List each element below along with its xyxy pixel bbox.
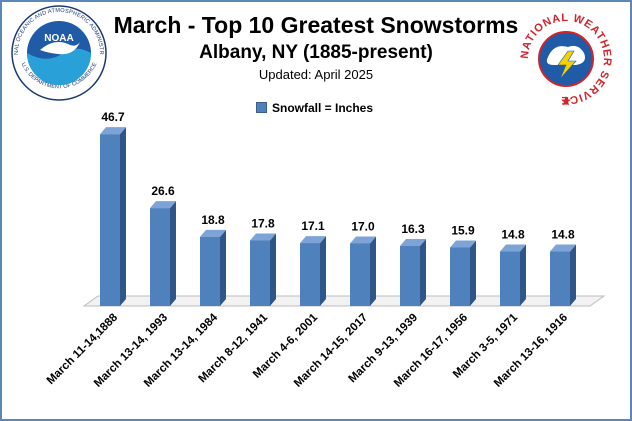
bar-top	[350, 236, 376, 244]
data-label: 16.3	[401, 222, 425, 236]
bar	[350, 243, 370, 306]
bar	[100, 134, 120, 306]
bar-side	[320, 236, 326, 306]
data-label: 17.8	[251, 216, 275, 230]
bar-top	[500, 244, 526, 252]
bar-side	[220, 229, 226, 306]
bar-side	[170, 201, 176, 306]
chart-subtitle: Albany, NY (1885-present)	[199, 42, 433, 63]
updated-text: Updated: April 2025	[258, 67, 374, 82]
data-label: 46.7	[101, 110, 125, 124]
data-label: 14.8	[501, 228, 525, 242]
bar-side	[420, 239, 426, 306]
seagull-icon	[40, 42, 80, 55]
data-label: 18.8	[201, 213, 225, 227]
bar-top	[300, 236, 326, 244]
bar	[300, 243, 320, 306]
bar-side	[520, 244, 526, 306]
bar	[550, 251, 570, 306]
star-icon	[561, 96, 571, 106]
bar	[150, 208, 170, 306]
bar-side	[470, 240, 476, 306]
data-label: 17.1	[301, 219, 325, 233]
bar-top	[100, 127, 126, 135]
bar	[450, 247, 470, 306]
nws-logo: NATIONAL WEATHER SERVICE	[514, 7, 618, 116]
noaa-logo: NATIONAL OCEANIC AND ATMOSPHERIC ADMINIS…	[8, 0, 108, 107]
bar	[500, 251, 520, 306]
noaa-wordmark: NOAA	[44, 33, 73, 44]
data-label: 26.6	[151, 184, 175, 198]
bar-top	[200, 229, 226, 237]
data-label: 15.9	[451, 223, 475, 237]
bar	[250, 240, 270, 306]
bar-side	[370, 236, 376, 306]
data-label: 14.8	[551, 228, 575, 242]
bar-top	[450, 240, 476, 248]
bar-top	[150, 201, 176, 209]
bar-side	[270, 233, 276, 306]
bar-top	[250, 233, 276, 241]
legend-label: Snowfall = Inches	[272, 101, 374, 115]
bar	[400, 246, 420, 306]
legend-swatch	[256, 102, 267, 113]
bar-top	[400, 239, 426, 247]
bar	[200, 236, 220, 306]
legend: Snowfall = Inches	[256, 101, 373, 115]
chart-title: March - Top 10 Greatest Snowstorms	[113, 12, 519, 38]
bar-top	[550, 244, 576, 252]
lightning-icon	[557, 50, 577, 80]
bar-side	[570, 244, 576, 306]
bar-side	[120, 127, 126, 306]
data-label: 17.0	[351, 219, 375, 233]
